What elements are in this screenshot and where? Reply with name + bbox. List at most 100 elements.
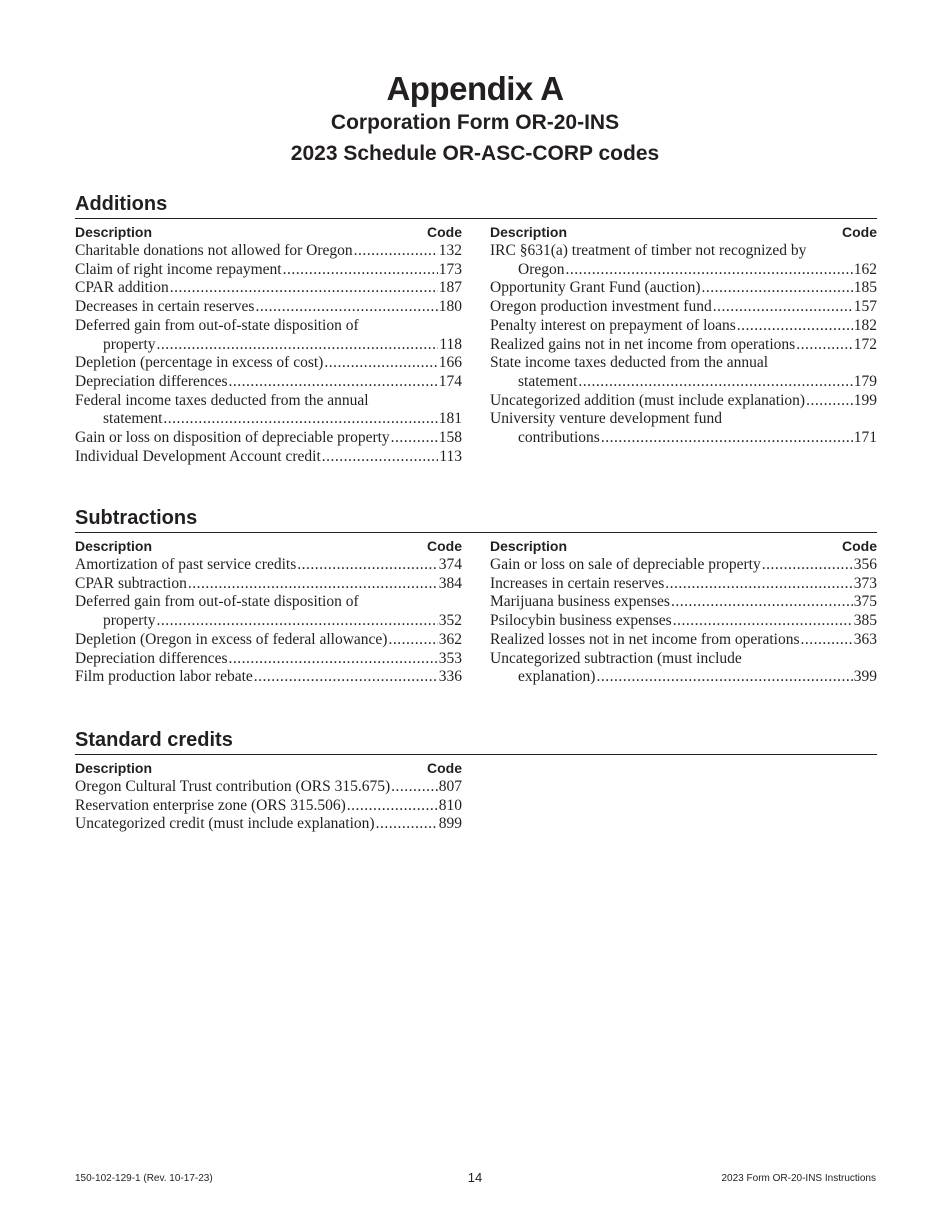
code-entry: Gain or loss on disposition of depreciab…: [75, 429, 462, 448]
entry-line: Depreciation differences 353: [75, 650, 462, 669]
entry-description: CPAR subtraction: [75, 574, 187, 592]
code-entry: Psilocybin business expenses 385: [490, 612, 877, 631]
entry-description-continued: property: [103, 612, 156, 630]
dot-leader: [354, 242, 438, 261]
page-subtitle: Corporation Form OR-20-INS: [330, 111, 620, 134]
dot-leader: [806, 392, 853, 411]
column-header: Description Code: [75, 223, 462, 242]
column-right: [490, 759, 877, 834]
entry-description: Deferred gain from out-of-state disposit…: [75, 593, 359, 611]
dot-leader: [228, 373, 437, 392]
code-entry: Depreciation differences 353: [75, 650, 462, 669]
entry-line: Oregon production investment fund 157: [490, 298, 877, 317]
dot-leader: [796, 336, 853, 355]
dot-leader: [376, 815, 438, 834]
columns: Description Code Oregon Cultural Trust con…: [75, 759, 877, 834]
entry-code: 157: [853, 298, 877, 316]
code-entry: Opportunity Grant Fund (auction) 185: [490, 279, 877, 298]
entry-line: Gain or loss on disposition of depreciab…: [75, 429, 462, 448]
entry-code: 375: [853, 593, 877, 611]
code-entry: Uncategorized credit (must include expla…: [75, 815, 462, 834]
entry-line: explanation) 399: [490, 668, 877, 687]
dot-leader: [324, 354, 437, 373]
entry-code: 384: [438, 574, 462, 592]
dot-leader: [601, 429, 853, 448]
dot-leader: [283, 261, 438, 280]
description-header: Description: [75, 760, 153, 776]
entry-description: Depreciation differences: [75, 649, 228, 667]
code-entry: Depreciation differences 174: [75, 373, 462, 392]
entry-line: Depletion (Oregon in excess of federal a…: [75, 631, 462, 650]
entry-line: Oregon 162: [490, 261, 877, 280]
entry-line: Penalty interest on prepayment of loans 1…: [490, 317, 877, 336]
dot-leader: [347, 797, 438, 816]
entry-description: Oregon Cultural Trust contribution (ORS …: [75, 778, 391, 795]
entry-description: Penalty interest on prepayment of loans: [490, 316, 736, 334]
entry-code: 185: [853, 279, 877, 297]
column-right: Description Code Gain or loss on sale of d…: [490, 537, 877, 687]
code-header: Code: [427, 760, 462, 776]
column-right: Description Code IRC §631(a) treatment of …: [490, 223, 877, 466]
entry-code: 810: [438, 796, 462, 814]
description-header: Description: [490, 224, 568, 240]
entry-code: 353: [438, 649, 462, 667]
code-entry: Increases in certain reserves 373: [490, 575, 877, 594]
section-subtractions: Subtractions Description Code Amortization …: [75, 506, 877, 687]
entry-line: Claim of right income repayment 173: [75, 261, 462, 280]
entry-code: 181: [438, 410, 462, 428]
dot-leader: [163, 410, 437, 429]
entry-description: Uncategorized credit (must include expla…: [75, 815, 375, 833]
entry-code: 363: [853, 630, 877, 648]
code-entry: Uncategorized addition (must include exp…: [490, 392, 877, 411]
entry-line: IRC §631(a) treatment of timber not reco…: [490, 242, 877, 261]
dot-leader: [157, 612, 438, 631]
form-number: 150-102-129-1 (Rev. 10-17-23): [75, 1173, 213, 1184]
entry-description-continued: statement: [103, 410, 163, 428]
entry-description-continued: contributions: [518, 429, 600, 447]
entry-line: Uncategorized addition (must include exp…: [490, 392, 877, 411]
entry-line: Federal income taxes deducted from the a…: [75, 392, 462, 411]
entry-line: CPAR subtraction 384: [75, 575, 462, 594]
code-entry: University venture development fund contr…: [490, 410, 877, 447]
entry-line: Gain or loss on sale of depreciable prop…: [490, 556, 877, 575]
entry-line: CPAR addition 187: [75, 279, 462, 298]
entry-description-continued: explanation): [518, 668, 596, 686]
dot-leader: [566, 261, 853, 280]
entry-code: 174: [438, 372, 462, 390]
code-entry: IRC §631(a) treatment of timber not reco…: [490, 242, 877, 279]
entry-code: 182: [853, 316, 877, 334]
entry-code: 132: [438, 242, 462, 259]
code-header: Code: [427, 224, 462, 240]
entry-code: 187: [438, 279, 462, 297]
columns: Description Code Amortization of past serv…: [75, 537, 877, 687]
entry-description: IRC §631(a) treatment of timber not reco…: [490, 242, 807, 259]
code-entry: Film production labor rebate 336: [75, 668, 462, 687]
entry-description: Realized gains not in net income from op…: [490, 335, 796, 353]
section-additions: Additions Description Code Charitable donat…: [75, 192, 877, 466]
entry-line: Realized losses not in net income from o…: [490, 631, 877, 650]
columns: Description Code Charitable donations not …: [75, 223, 877, 466]
code-entry: Federal income taxes deducted from the a…: [75, 392, 462, 429]
code-entry: Individual Development Account credit 113: [75, 448, 462, 467]
entry-code: 118: [439, 335, 462, 353]
entry-description: Federal income taxes deducted from the a…: [75, 391, 369, 409]
entry-description: Realized losses not in net income from o…: [490, 630, 800, 648]
code-entry: Claim of right income repayment 173: [75, 261, 462, 280]
entry-line: Uncategorized credit (must include expla…: [75, 815, 462, 834]
entry-code: 172: [853, 335, 877, 353]
dot-leader: [188, 575, 438, 594]
dot-leader: [762, 556, 853, 575]
dot-leader: [391, 429, 438, 448]
entry-code: 374: [438, 556, 462, 573]
entry-line: property 118: [75, 336, 462, 355]
code-entry: Decreases in certain reserves 180: [75, 298, 462, 317]
entry-description: Claim of right income repayment: [75, 260, 282, 278]
entry-code: 399: [853, 668, 877, 686]
section-heading: Subtractions: [75, 506, 877, 533]
entry-line: Amortization of past service credits 374: [75, 556, 462, 575]
code-entry: State income taxes deducted from the ann…: [490, 354, 877, 391]
dot-leader: [228, 650, 437, 669]
entry-description: Charitable donations not allowed for Ore…: [75, 242, 353, 259]
entry-line: property 352: [75, 612, 462, 631]
dot-leader: [673, 612, 853, 631]
